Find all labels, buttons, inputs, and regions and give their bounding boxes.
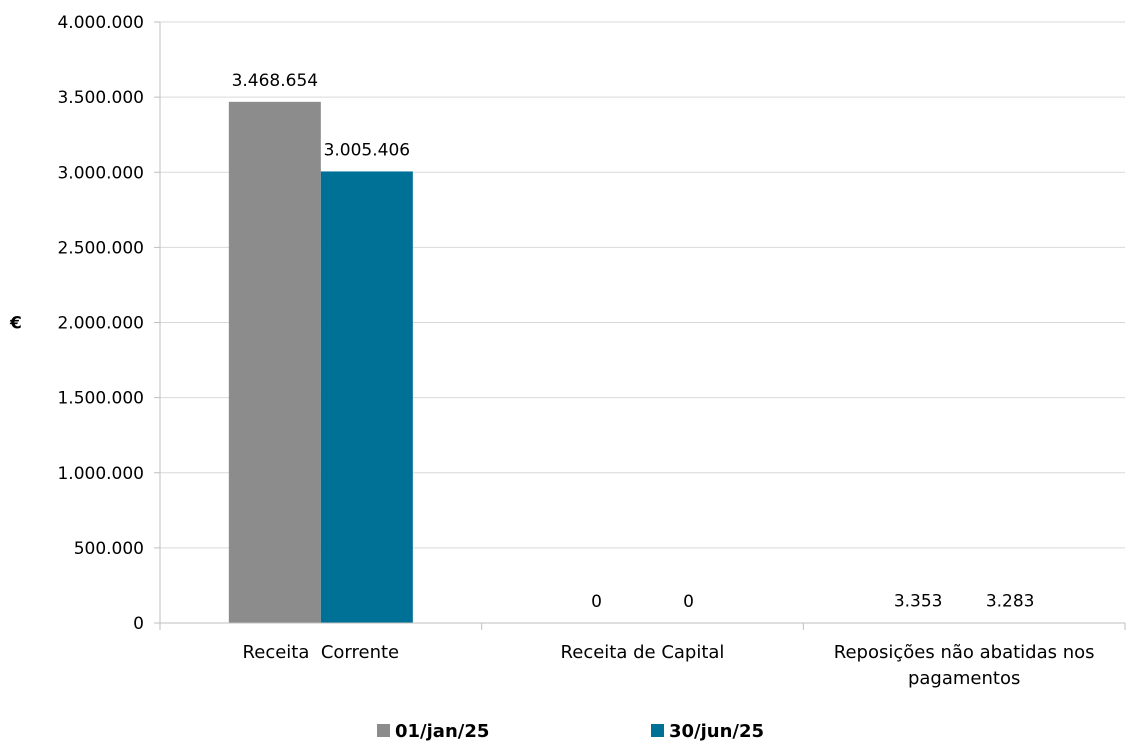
y-tick-label: 500.000 [74,539,144,559]
legend-label: 30/jun/25 [669,721,764,742]
x-tick-label: Receita Corrente [243,642,400,663]
y-tick-label: 2.000.000 [57,314,144,334]
y-tick-label: 4.000.000 [57,13,144,33]
y-tick-label: 3.000.000 [57,163,144,183]
data-label: 3.353 [894,591,943,611]
y-tick-label: 3.500.000 [57,88,144,108]
data-label: 0 [683,592,694,612]
x-tick-label: Reposições não abatidas nos [834,642,1095,663]
legend-label: 01/jan/25 [395,721,489,742]
y-tick-label: 1.500.000 [57,389,144,409]
x-tick-label: Receita de Capital [561,642,725,663]
y-tick-label: 1.000.000 [57,464,144,484]
data-label: 3.005.406 [324,140,411,160]
legend-swatch [377,724,390,737]
y-axis-label: € [9,314,22,334]
data-label: 3.283 [986,592,1035,612]
data-label: 0 [591,592,602,612]
x-tick-label: pagamentos [908,668,1020,689]
y-tick-label: 0 [133,614,144,634]
bar-jun [321,171,413,623]
data-label: 3.468.654 [232,71,319,91]
legend-swatch [651,724,664,737]
y-tick-label: 2.500.000 [57,238,144,258]
bar-jan [229,102,321,623]
